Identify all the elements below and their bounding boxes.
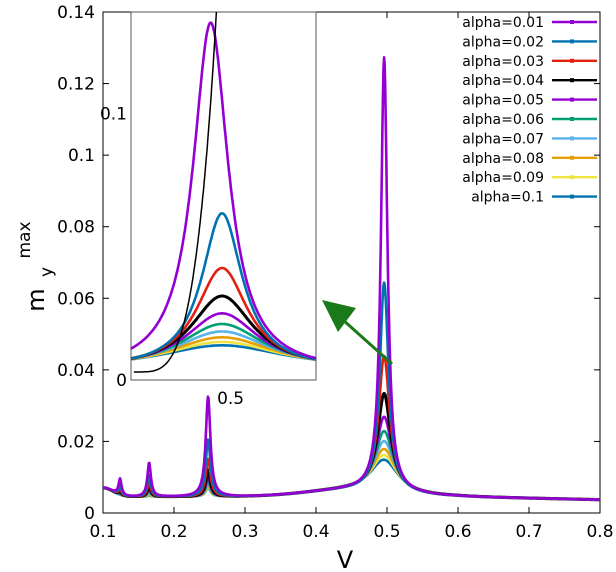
series-line-alpha-0.05 <box>102 415 601 501</box>
x-tick-label: 0.3 <box>231 522 258 542</box>
legend-marker <box>570 136 574 141</box>
legend-label: alpha=0.05 <box>462 93 544 109</box>
legend-label: alpha=0.08 <box>462 151 544 167</box>
legend-label: alpha=0.04 <box>462 73 544 89</box>
inset-y-tick-label: 0 <box>116 371 127 391</box>
inset-x-tick-label: 0.5 <box>217 389 244 409</box>
series-line-alpha-0.07 <box>102 439 601 501</box>
series-line-alpha-0.09 <box>102 453 601 501</box>
y-axis-label-sup: max <box>15 221 35 258</box>
annotation-arrow-head <box>322 300 356 332</box>
y-tick-label: 0.1 <box>68 146 95 166</box>
series-line-alpha-0.06 <box>102 429 601 501</box>
inset-locus-line <box>133 11 218 373</box>
series-line-alpha-0.1 <box>102 458 601 501</box>
y-axis-label-main: m <box>22 288 50 311</box>
legend-label: alpha=0.03 <box>462 54 544 70</box>
legend-label: alpha=0.02 <box>462 34 544 50</box>
legend-marker <box>570 39 574 44</box>
series-line-alpha-0.08 <box>102 447 601 501</box>
y-tick-label: 0.06 <box>57 289 95 309</box>
y-tick-label: 0.12 <box>57 75 95 95</box>
legend-marker <box>570 58 574 63</box>
legend-label: alpha=0.01 <box>462 15 544 31</box>
y-axis-label: m y max <box>15 221 57 311</box>
legend-marker <box>570 78 574 83</box>
inset-series-line-alpha-0.01 <box>130 21 317 360</box>
x-tick-label: 0.8 <box>586 522 613 542</box>
legend-label: alpha=0.1 <box>471 190 544 206</box>
x-tick-label: 0.4 <box>302 522 329 542</box>
x-tick-label: 0.5 <box>373 522 400 542</box>
legend-marker <box>570 20 574 24</box>
x-tick-label: 0.7 <box>515 522 542 542</box>
legend-label: alpha=0.06 <box>462 112 544 128</box>
y-tick-label: 0.08 <box>57 218 95 238</box>
x-axis-label: V <box>337 546 354 572</box>
plot-frame <box>102 11 601 514</box>
legend-label: alpha=0.07 <box>462 131 544 147</box>
legend-marker <box>570 194 574 199</box>
y-tick-label: 0.04 <box>57 361 95 381</box>
y-axis-label-sub: y <box>37 267 57 277</box>
series-line-alpha-0.01 <box>102 56 601 501</box>
inset-y-tick-label: 0.1 <box>100 104 127 124</box>
inset-series-line-alpha-0.02 <box>130 211 317 361</box>
y-tick-label: 0 <box>84 504 95 524</box>
x-tick-label: 0.6 <box>444 522 471 542</box>
legend-label: alpha=0.09 <box>462 170 544 186</box>
legend-marker <box>570 97 574 102</box>
y-tick-label: 0.02 <box>57 432 95 452</box>
x-tick-label: 0.1 <box>89 522 116 542</box>
legend-marker <box>570 117 574 121</box>
x-tick-label: 0.2 <box>160 522 187 542</box>
legend-marker <box>570 155 574 160</box>
legend-marker <box>570 175 574 180</box>
y-tick-label: 0.14 <box>57 3 95 23</box>
